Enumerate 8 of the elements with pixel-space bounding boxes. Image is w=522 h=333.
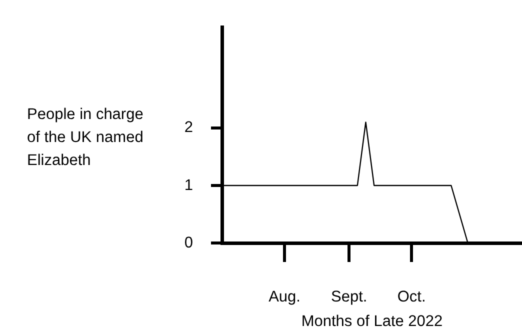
y-tick-label: 2 [184, 119, 193, 136]
x-tick-label: Aug. [268, 288, 300, 306]
y-tick-label: 0 [184, 234, 194, 252]
x-tick-label: Oct. [397, 288, 426, 306]
x-tick-label: Sept. [330, 288, 368, 306]
x-axis-title: Months of Late 2022 [301, 312, 443, 330]
y-tick-label: 1 [184, 176, 193, 194]
y-axis-title: People in charge of the UK named Elizabeth [27, 105, 144, 171]
